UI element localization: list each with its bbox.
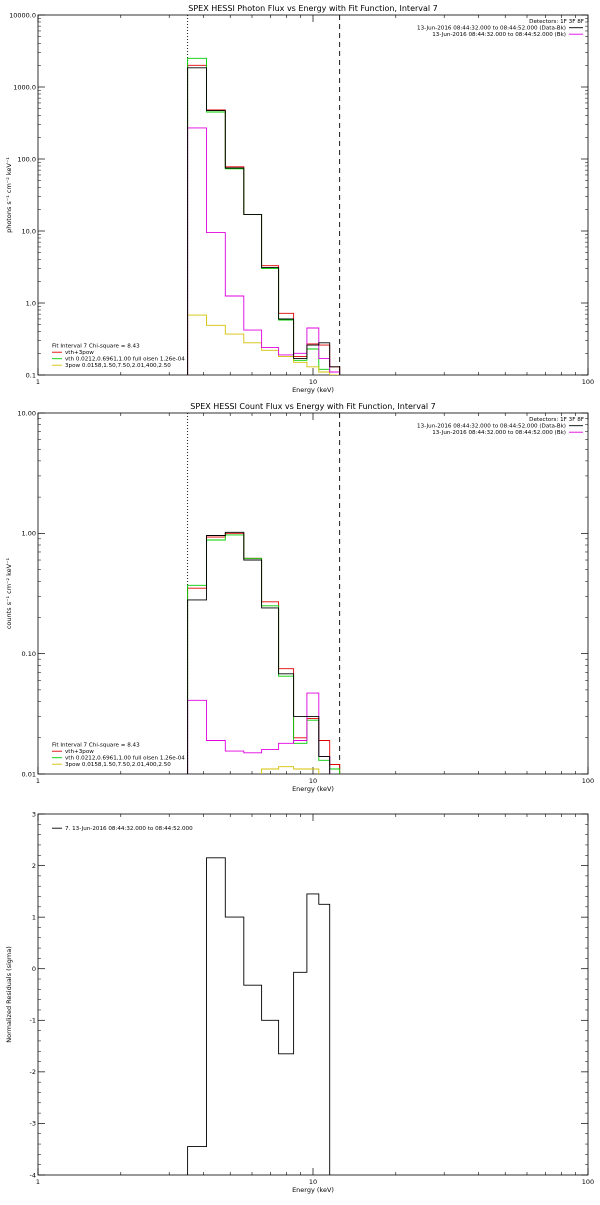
y-tick-label: -3 bbox=[30, 1120, 36, 1128]
y-tick-label: 10.00 bbox=[17, 409, 36, 417]
plot-frame bbox=[37, 14, 589, 376]
y-tick-label: 0.1 bbox=[26, 371, 36, 379]
legend-top-entry: 13-Jun-2016 08:44:32.000 to 08:44:52.000… bbox=[417, 424, 566, 430]
series-line-1 bbox=[187, 532, 341, 774]
x-tick-label: 100 bbox=[582, 378, 594, 386]
x-tick-label: 1 bbox=[36, 1178, 40, 1186]
series-line-2 bbox=[187, 57, 341, 375]
series-line-3 bbox=[187, 766, 341, 774]
series-group bbox=[187, 57, 341, 375]
x-tick-label: 1 bbox=[36, 378, 40, 386]
x-axis-label: Energy (keV) bbox=[292, 1186, 334, 1194]
y-tick-label: 0.01 bbox=[22, 770, 36, 778]
chart-panel-2: SPEX HESSI Count Flux vs Energy with Fit… bbox=[5, 402, 594, 793]
legend-fit-entry: vth+3pow bbox=[65, 749, 94, 755]
series-group bbox=[187, 531, 341, 774]
chart-title: SPEX HESSI Photon Flux vs Energy with Fi… bbox=[188, 4, 438, 13]
y-tick-label: 10000.0 bbox=[9, 11, 36, 19]
y-tick-label: -1 bbox=[30, 1017, 36, 1025]
legend-fit-entry: 3pow 0.0158,1.50,7.50,2.01,400,2.50 bbox=[65, 762, 171, 768]
x-axis-label: Energy (keV) bbox=[292, 785, 334, 793]
x-tick-label: 10 bbox=[309, 1178, 317, 1186]
y-tick-label: 2 bbox=[32, 862, 36, 870]
series-line-4 bbox=[187, 127, 341, 375]
y-tick-label: 3 bbox=[32, 810, 36, 818]
x-tick-label: 1 bbox=[36, 777, 40, 785]
y-axis-label: photons s⁻¹ cm⁻² keV⁻¹ bbox=[5, 157, 13, 233]
y-axis-label: Normalized Residuals (sigma) bbox=[5, 946, 13, 1043]
legend-top-entry: 13-Jun-2016 08:44:32.000 to 08:44:52.000… bbox=[432, 430, 566, 436]
chart-title: SPEX HESSI Count Flux vs Energy with Fit… bbox=[190, 402, 435, 411]
series-line-4 bbox=[187, 692, 341, 774]
x-axis-label: Energy (keV) bbox=[292, 386, 334, 394]
y-axis-label: counts s⁻¹ cm⁻² keV⁻¹ bbox=[5, 557, 13, 629]
y-tick-label: -4 bbox=[30, 1171, 36, 1179]
legend-top-entry: 13-Jun-2016 08:44:32.000 to 08:44:52.000… bbox=[432, 32, 566, 38]
legend-fit-entry: vth 0.0212,0.6961,1.00 full olsen 1.26e-… bbox=[65, 357, 185, 363]
y-tick-label: 0 bbox=[32, 965, 36, 973]
legend-fit-entry: 7. 13-Jun-2016 08:44:32.000 to 08:44:52.… bbox=[65, 826, 193, 832]
x-tick-label: 10 bbox=[309, 777, 317, 785]
chart-panel-3: 1 10 100 Energy (keV) -4 -3 -2 -1 0 1 2 3 Normalized… bbox=[5, 810, 594, 1194]
series-line-5 bbox=[187, 67, 341, 375]
x-tick-label: 100 bbox=[582, 1178, 594, 1186]
plot-frame bbox=[37, 813, 589, 1176]
y-tick-label: -2 bbox=[30, 1068, 36, 1076]
y-tick-label: 1 bbox=[32, 913, 36, 921]
series-line-5 bbox=[187, 531, 341, 774]
y-tick-label: 100.0 bbox=[17, 155, 36, 163]
y-tick-label: 1000.0 bbox=[13, 83, 36, 91]
x-tick-label: 100 bbox=[582, 777, 594, 785]
y-tick-label: 1.00 bbox=[22, 530, 36, 538]
legend-fit-entry: 3pow 0.0158,1.50,7.50,2.01,400,2.50 bbox=[65, 363, 171, 369]
legend-fit-entry: vth+3pow bbox=[65, 350, 94, 356]
x-tick-label: 10 bbox=[309, 378, 317, 386]
series-line-2 bbox=[187, 534, 341, 774]
series-group bbox=[187, 857, 331, 1175]
y-tick-label: 10.0 bbox=[22, 227, 36, 235]
legend-fit-header: Fit Interval 7 Chi-square = 8.43 bbox=[52, 344, 140, 350]
legend-top-entry: Detectors: 1F 3F 8F bbox=[529, 19, 584, 25]
series-line-1 bbox=[187, 857, 331, 1175]
chart-panel-1: SPEX HESSI Photon Flux vs Energy with Fi… bbox=[5, 4, 594, 394]
legend-top-entry: Detectors: 1F 3F 8F bbox=[529, 417, 584, 423]
y-tick-label: 0.10 bbox=[22, 650, 36, 658]
y-tick-label: 1.0 bbox=[26, 299, 36, 307]
legend-top-entry: 13-Jun-2016 08:44:32.000 to 08:44:52.000… bbox=[417, 26, 566, 32]
legend-fit-header: Fit Interval 7 Chi-square = 8.43 bbox=[52, 743, 140, 749]
legend-fit-entry: vth 0.0212,0.6961,1.00 full olsen 1.26e-… bbox=[65, 756, 185, 762]
